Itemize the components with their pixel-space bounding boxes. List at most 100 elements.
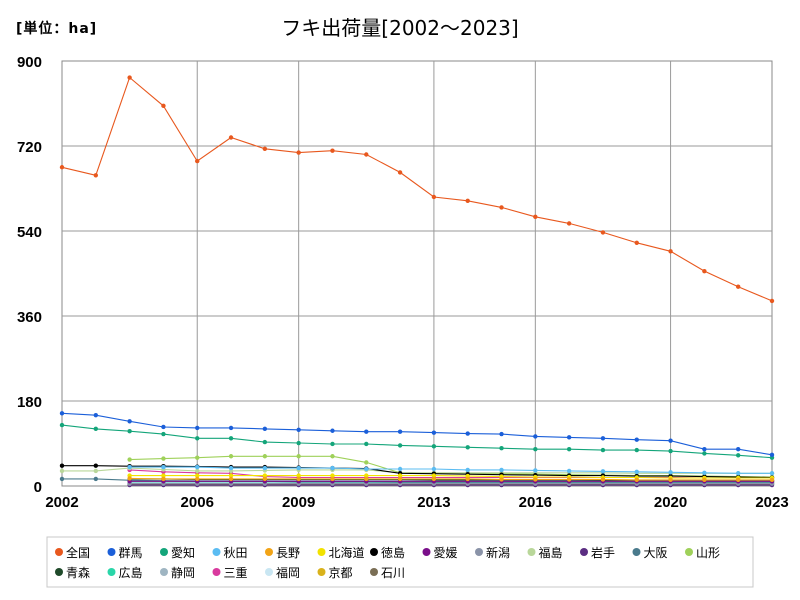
data-point (364, 473, 369, 478)
data-point (195, 158, 200, 164)
data-point (127, 457, 132, 462)
legend-marker (107, 568, 116, 576)
data-point (330, 465, 335, 471)
data-point (195, 436, 200, 441)
data-point (262, 476, 268, 482)
data-point (566, 221, 572, 226)
legend-item: 群馬 (107, 546, 143, 560)
data-point (296, 476, 301, 482)
legend-item: 福島 (527, 545, 563, 560)
legend-marker (422, 548, 431, 556)
data-point (195, 464, 200, 470)
data-point (262, 454, 268, 459)
data-point (262, 146, 268, 152)
data-point (330, 473, 335, 478)
legend-marker (370, 548, 378, 556)
data-point (228, 476, 234, 482)
data-point (330, 441, 335, 447)
x-tick-label: 2009 (282, 494, 315, 511)
data-point (330, 148, 335, 153)
data-point (330, 476, 335, 482)
data-point (397, 476, 403, 482)
legend-marker (265, 568, 273, 576)
legend-marker (685, 548, 693, 556)
data-point (59, 411, 65, 416)
legend-item: 青森 (55, 565, 90, 580)
x-tick-label: 2002 (45, 494, 78, 511)
legend-item: 北海道 (317, 545, 365, 560)
data-point (465, 431, 470, 436)
data-point (93, 426, 99, 432)
legend-marker (55, 568, 63, 576)
data-point (566, 477, 572, 482)
legend-label: 福島 (539, 545, 563, 560)
data-point (397, 429, 403, 434)
series-愛知 (59, 422, 775, 460)
data-point (93, 476, 99, 482)
data-point (702, 268, 707, 274)
legend-marker (527, 548, 536, 556)
y-tick-label: 360 (17, 309, 42, 326)
y-tick-label: 720 (17, 139, 42, 156)
data-point (262, 465, 268, 471)
legend-label: 徳島 (381, 545, 405, 560)
x-tick-label: 2023 (755, 494, 788, 511)
series-line (61, 424, 773, 459)
chart-title: フキ出荷量[2002～2023] (281, 16, 519, 40)
legend-item: 全国 (55, 545, 90, 560)
data-point (735, 284, 741, 289)
data-point (195, 468, 200, 474)
x-tick-label: 2013 (417, 494, 450, 511)
legend-label: 静岡 (171, 566, 195, 580)
data-point (127, 429, 132, 434)
data-point (769, 477, 775, 483)
data-point (634, 437, 639, 442)
series-line (62, 465, 773, 479)
legend-label: 山形 (696, 546, 720, 560)
data-point (431, 473, 437, 478)
data-point (668, 448, 673, 454)
legend-label: 愛知 (171, 546, 195, 560)
data-point (195, 425, 200, 431)
data-point (228, 473, 234, 478)
data-point (262, 426, 268, 432)
legend-marker (55, 548, 63, 556)
data-point (127, 75, 132, 80)
data-point (161, 424, 166, 430)
legend-item: 長野 (265, 546, 300, 560)
legend-item: 新潟 (475, 545, 510, 560)
data-point (93, 468, 99, 474)
data-point (600, 477, 606, 482)
data-point (465, 476, 470, 482)
data-point (566, 446, 572, 452)
legend-item: 愛知 (160, 546, 195, 560)
legend-label: 広島 (119, 565, 143, 580)
data-point (465, 198, 470, 203)
legend-label: 福岡 (276, 565, 300, 580)
legend-item: 静岡 (160, 566, 195, 580)
legend-label: 秋田 (224, 546, 248, 560)
plot-frame (61, 60, 773, 487)
data-point (566, 435, 572, 440)
data-point (702, 446, 707, 452)
plot-area (61, 60, 773, 487)
data-point (634, 477, 639, 483)
unit-label: [単位：ha] (16, 21, 98, 37)
data-point (499, 467, 504, 473)
data-point (364, 476, 369, 482)
legend-item: 石川 (370, 566, 405, 580)
data-point (634, 240, 639, 246)
data-point (93, 173, 99, 178)
legend-marker (107, 548, 116, 556)
legend-label: 青森 (66, 565, 90, 580)
x-tick-label: 2020 (654, 494, 687, 511)
data-point (296, 465, 301, 471)
data-point (533, 468, 538, 473)
legend-label: 京都 (329, 566, 353, 580)
data-point (735, 446, 741, 452)
legend-marker (265, 548, 273, 556)
data-point (668, 477, 673, 483)
legend-item: 秋田 (212, 546, 248, 560)
series-line (62, 467, 772, 474)
data-point (161, 431, 166, 437)
